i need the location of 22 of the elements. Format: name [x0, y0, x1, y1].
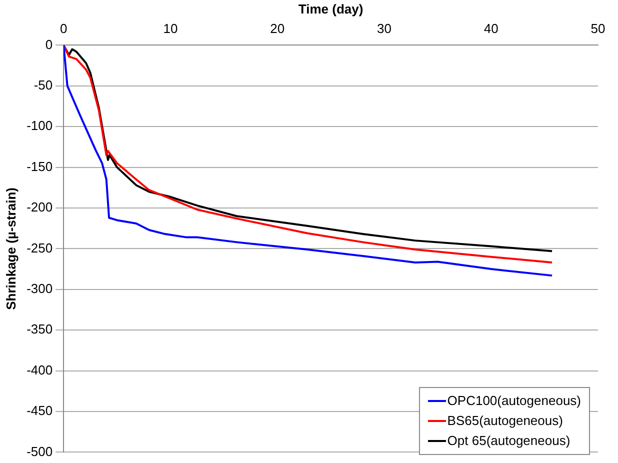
y-tick-label: -500 [26, 444, 53, 459]
y-tick-label: -250 [26, 240, 53, 256]
legend-label: Opt 65(autogeneous) [447, 432, 570, 450]
x-tick-label: 50 [590, 20, 606, 36]
x-axis-title: Time (day) [298, 1, 364, 16]
legend-label: BS65(autogeneous) [447, 412, 563, 430]
y-tick-label: -50 [34, 77, 53, 92]
x-tick-label: 10 [163, 20, 178, 36]
x-tick-label: 40 [484, 20, 498, 36]
y-tick-label: -300 [26, 280, 53, 296]
y-tick-label: -200 [26, 200, 53, 215]
y-axis-title: Shrinkage (µ-strain) [3, 188, 18, 310]
y-tick-label: 0 [45, 36, 53, 52]
x-tick-label: 20 [270, 20, 285, 36]
y-tick-label: -400 [26, 362, 53, 378]
y-tick-label: -350 [26, 322, 53, 337]
y-tick-label: -450 [26, 403, 53, 418]
legend-label: OPC100(autogeneous) [447, 392, 581, 410]
y-tick-label: -100 [26, 118, 53, 134]
x-tick-label: 0 [60, 20, 68, 36]
y-tick-label: -150 [26, 158, 53, 174]
x-tick-label: 30 [377, 20, 392, 36]
